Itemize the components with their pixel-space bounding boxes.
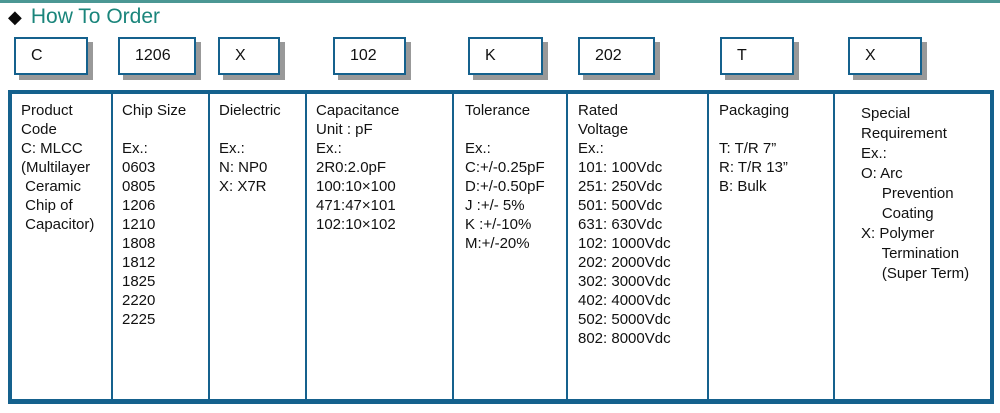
column-chip-size-line: 1210 [122,216,156,233]
column-product-code-line: Code [21,121,57,138]
column-packaging: Packaging T: T/R 7” R: T/R 13” B: Bulk [709,94,835,399]
column-special-requirement-line: O: Arc [861,165,903,182]
column-product-code-line: (Multilayer [21,159,91,176]
column-chip-size-line: 1812 [122,254,156,271]
column-rated-voltage-line: 802: 8000Vdc [578,330,671,347]
column-capacitance-line: 2R0:2.0pF [316,159,387,176]
column-chip-size-line: 1808 [122,235,156,252]
column-product-code-line: C: MLCC [21,140,83,157]
column-capacitance-line: 100:10×100 [316,178,396,195]
column-rated-voltage-line: 302: 3000Vdc [578,273,671,290]
column-tolerance: Tolerance Ex.: C:+/-0.25pF D:+/-0.50pF J :+… [454,94,568,399]
column-tolerance-line: M:+/-20% [465,235,530,252]
column-dielectric: Dielectric Ex.: N: NP0 X: X7R [210,94,307,399]
column-special-requirement-line: Ex.: [861,145,887,162]
column-packaging-line [719,120,829,139]
column-rated-voltage: Rated Voltage Ex.: 101: 100Vdc 251: 250Vdc 50… [568,94,709,399]
column-rated-voltage-line: 502: 5000Vdc [578,311,671,328]
column-capacitance-line: 102:10×102 [316,216,396,233]
column-special-requirement-line: Termination [861,245,960,262]
column-chip-size: Chip Size Ex.: 0603 0805 1206 1210 1808 1812 18… [113,94,210,399]
column-chip-size-line: 2220 [122,292,156,309]
column-chip-size-line: 2225 [122,311,156,328]
column-dielectric-line: X: X7R [219,178,267,195]
column-tolerance-line: Ex.: [465,140,491,157]
code-box-3: X [218,37,280,75]
column-chip-size-line: 0805 [122,178,156,195]
column-chip-size-line: 0603 [122,159,156,176]
column-dielectric-line: N: NP0 [219,159,268,176]
column-rated-voltage-line: Ex.: [578,140,604,157]
column-packaging-line: B: Bulk [719,178,767,195]
column-rated-voltage-line: Rated [578,102,619,119]
column-special-requirement-line: X: Polymer [861,225,935,242]
order-code-table: Product Code C: MLCC (Multilayer Ceramic Ch… [8,90,994,404]
column-capacitance-line: 471:47×101 [316,197,396,214]
column-product-code: Product Code C: MLCC (Multilayer Ceramic Ch… [12,94,113,399]
column-dielectric-line [219,120,301,139]
column-special-requirement-line: Special [861,105,911,122]
code-box-4: 102 [333,37,406,75]
column-rated-voltage-line: 102: 1000Vdc [578,235,671,252]
column-product-code-line: Chip of [21,197,73,214]
column-dielectric-line: Dielectric [219,102,281,119]
column-rated-voltage-line: 631: 630Vdc [578,216,663,233]
column-packaging-line: Packaging [719,102,790,119]
column-special-requirement: Special Requirement Ex.: O: Arc Prevention … [835,94,992,399]
column-product-code-line: Ceramic [21,178,82,195]
column-rated-voltage-line: 501: 500Vdc [578,197,663,214]
column-special-requirement-line: (Super Term) [861,265,970,282]
column-tolerance-line: K :+/-10% [465,216,532,233]
code-box-6: 202 [578,37,655,75]
code-box-7: T [720,37,794,75]
column-packaging-line: R: T/R 13” [719,159,788,176]
page-title: How To Order [30,5,161,28]
column-dielectric-line: Ex.: [219,140,245,157]
column-special-requirement-line: Requirement [861,125,947,142]
column-tolerance-line: Tolerance [465,102,531,119]
column-special-requirement-line: Coating [861,205,934,222]
code-box-2: 1206 [118,37,196,75]
column-capacitance: Capacitance Unit : pF Ex.: 2R0:2.0pF 100:10×… [307,94,454,399]
column-rated-voltage-line: 202: 2000Vdc [578,254,671,271]
column-chip-size-line: Chip Size [122,102,187,119]
column-capacitance-line: Ex.: [316,140,342,157]
code-box-5: K [468,37,543,75]
code-box-1: C [14,37,88,75]
column-chip-size-line: 1206 [122,197,156,214]
column-tolerance-line: J :+/- 5% [465,197,525,214]
column-rated-voltage-line: 402: 4000Vdc [578,292,671,309]
column-tolerance-line: D:+/-0.50pF [465,178,545,195]
column-rated-voltage-line: 101: 100Vdc [578,159,663,176]
diamond-bullet-icon: ◆ [8,7,22,27]
column-rated-voltage-line: Voltage [578,121,629,138]
column-tolerance-line [465,120,562,139]
column-chip-size-line: Ex.: [122,140,148,157]
code-box-8: X [848,37,922,75]
column-special-requirement-line: Prevention [861,185,954,202]
column-chip-size-line: 1825 [122,273,156,290]
column-packaging-line: T: T/R 7” [719,140,777,157]
top-accent-rule [0,0,1000,3]
column-capacitance-line: Unit : pF [316,121,373,138]
column-product-code-line: Capacitor) [21,216,95,233]
title-row: ◆ How To Order [8,5,160,29]
column-product-code-line: Product [21,102,73,119]
column-tolerance-line: C:+/-0.25pF [465,159,545,176]
column-chip-size-line [122,120,204,139]
column-rated-voltage-line: 251: 250Vdc [578,178,663,195]
column-capacitance-line: Capacitance [316,102,400,119]
